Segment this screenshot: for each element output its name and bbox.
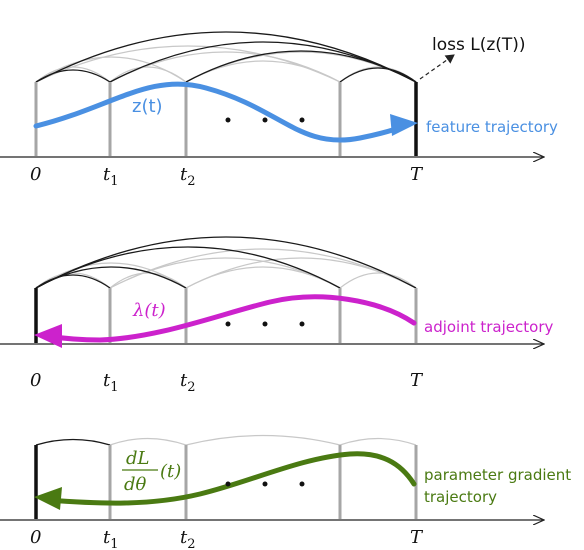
feature-dark-arcs: [35, 31, 417, 83]
adjoint-dark-arcs: [35, 236, 417, 289]
panel-feature: z(t) feature trajectory loss L(z(T)) 0 t…: [0, 31, 558, 189]
adjoint-trajectory-curve: [43, 294, 417, 343]
gradient-tick-T: T: [410, 527, 424, 548]
panel-adjoint: λ(t) adjoint trajectory 0 t1 t2 T: [0, 236, 553, 395]
fraction-argument: (t): [160, 461, 181, 482]
gradient-trajectory-curve: [45, 451, 417, 506]
adjoint-trajectory-label: adjoint trajectory: [424, 318, 553, 336]
gradient-trajectory-arrowhead: [34, 487, 62, 510]
adjoint-state-label: λ(t): [132, 300, 166, 321]
feature-tick-T: T: [410, 164, 424, 185]
gradient-trajectory-label-line2: trajectory: [424, 488, 497, 506]
feature-trajectory-label: feature trajectory: [426, 118, 558, 136]
feature-trajectory-arrowhead: [390, 114, 418, 136]
gradient-ellipsis: [225, 481, 305, 487]
gradient-tick-t2: t2: [180, 527, 196, 550]
adjoint-trajectory-arrowhead: [34, 324, 62, 348]
adjoint-tick-t1: t1: [103, 370, 119, 395]
feature-trajectory-curve: [33, 81, 413, 143]
feature-ellipsis: [225, 117, 305, 123]
fraction-numerator: dL: [126, 448, 149, 469]
gradient-trajectory-label-line1: parameter gradient: [424, 466, 571, 484]
adjoint-tick-T: T: [410, 370, 424, 391]
gradient-dark-arc: [35, 438, 111, 446]
panel-gradient: dL dθ (t) parameter gradient trajectory …: [0, 434, 571, 550]
fraction-denominator: dθ: [124, 474, 147, 495]
adjoint-light-arcs: [35, 248, 417, 289]
adjoint-ellipsis: [225, 321, 305, 327]
gradient-tick-t1: t1: [103, 527, 119, 550]
adjoint-tick-0: 0: [30, 370, 41, 391]
gradient-fraction-label: dL dθ (t): [122, 448, 181, 495]
feature-tick-0: 0: [30, 164, 41, 185]
adjoint-tick-t2: t2: [180, 370, 196, 395]
loss-dashed-arrow: [419, 54, 455, 80]
feature-posts: [34, 82, 342, 156]
gradient-light-arcs: [109, 434, 417, 446]
feature-state-label: z(t): [132, 96, 163, 117]
feature-tick-t2: t2: [180, 164, 196, 189]
loss-label: loss L(z(T)): [432, 35, 526, 55]
gradient-tick-0: 0: [30, 527, 41, 548]
feature-tick-t1: t1: [103, 164, 119, 189]
